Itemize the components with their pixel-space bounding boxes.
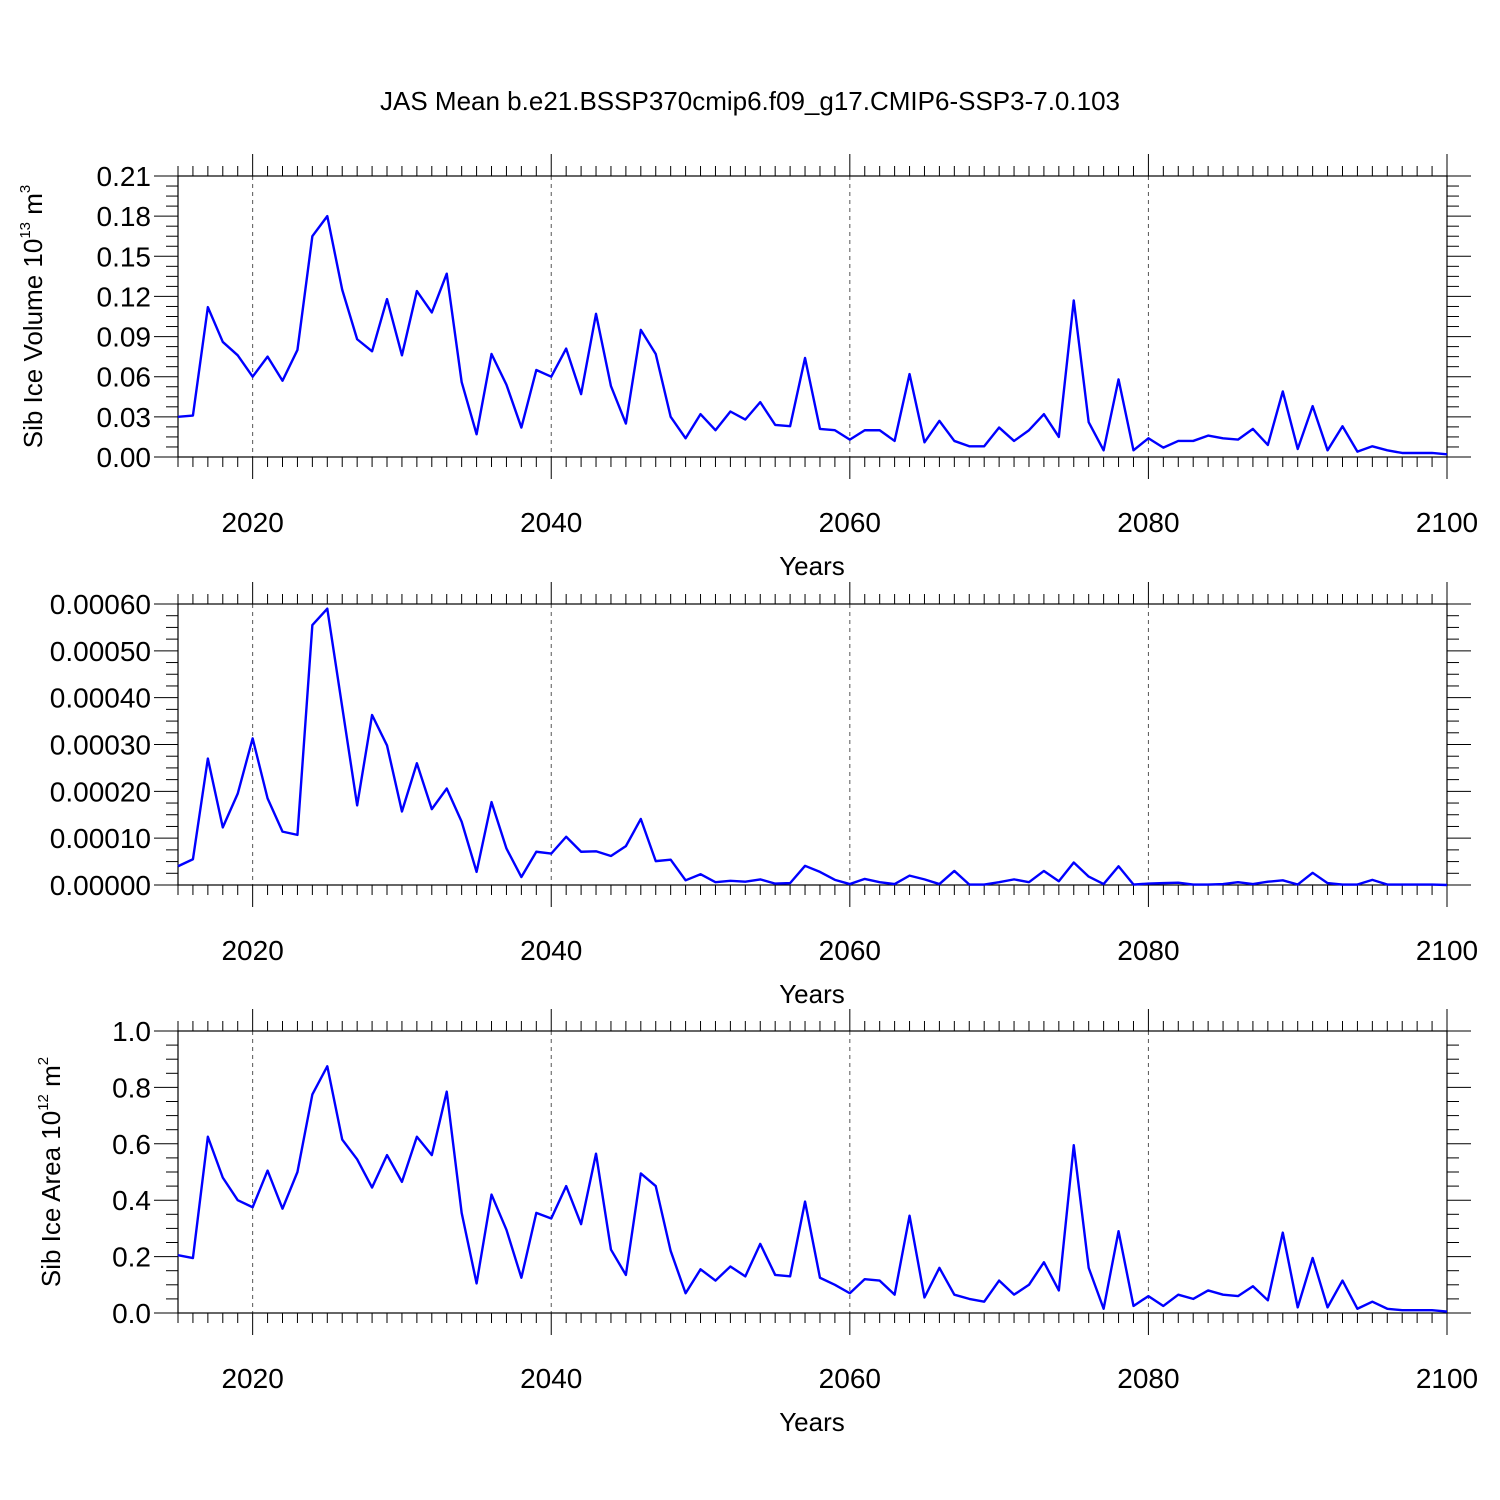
plot-frame: [177, 175, 1448, 458]
y-tick-label: 0.00010: [50, 823, 151, 854]
y-tick-label: 0.2: [112, 1242, 151, 1273]
y-axis-label: Sib Ice Volume 1013 m3: [17, 185, 48, 449]
series-line: [177, 1065, 1448, 1313]
x-tick-label: 2080: [1117, 1363, 1179, 1394]
y-tick-label: 0.0: [112, 1298, 151, 1329]
y-tick-label: 0.00030: [50, 730, 151, 761]
series-line: [177, 607, 1448, 887]
x-tick-label: 2060: [819, 1363, 881, 1394]
series-line: [177, 214, 1448, 456]
y-tick-label: 0.00050: [50, 636, 151, 667]
y-tick-label: 0.00: [97, 442, 152, 473]
y-tick-label: 0.21: [97, 161, 152, 192]
x-tick-label: 2100: [1416, 1363, 1478, 1394]
y-tick-label: 0.18: [97, 201, 152, 232]
y-tick-label: 0.12: [97, 281, 152, 312]
y-tick-label: 0.8: [112, 1072, 151, 1103]
y-tick-label: 0.15: [97, 241, 152, 272]
x-axis-label: Years: [779, 979, 845, 1009]
x-tick-label: 2020: [221, 1363, 283, 1394]
x-tick-label: 2060: [819, 507, 881, 538]
y-tick-label: 0.6: [112, 1129, 151, 1160]
x-tick-label: 2040: [520, 507, 582, 538]
x-tick-label: 2020: [221, 507, 283, 538]
x-tick-label: 2080: [1117, 507, 1179, 538]
chart-title: JAS Mean b.e21.BSSP370cmip6.f09_g17.CMIP…: [380, 86, 1120, 116]
y-axis-label: Sib Ice Area 1012 m2: [35, 1057, 66, 1287]
x-tick-label: 2040: [520, 1363, 582, 1394]
plot-frame: [177, 1030, 1448, 1314]
x-axis-label: Years: [779, 1407, 845, 1437]
x-tick-label: 2040: [520, 935, 582, 966]
x-tick-label: 2020: [221, 935, 283, 966]
panels: 0.00 0.03 0.06 0.09 0.12 0.15 0.18 0.21 2020 2040…: [17, 154, 1478, 1437]
y-tick-label: 0.09: [97, 322, 152, 353]
y-tick-label: 0.00020: [50, 776, 151, 807]
chart-panel-3: 0.0 0.2 0.4 0.6 0.8 1.0 2020 2040 2060 2080 2100 Ye…: [35, 1009, 1478, 1437]
chart-panel-1: 0.00 0.03 0.06 0.09 0.12 0.15 0.18 0.21 2020 2040…: [17, 154, 1478, 581]
x-tick-label: 2080: [1117, 935, 1179, 966]
y-tick-label: 0.00000: [50, 870, 151, 901]
y-tick-label: 0.4: [112, 1185, 151, 1216]
x-tick-label: 2100: [1416, 935, 1478, 966]
chart-panel-2: 0.00000 0.00010 0.00020 0.00030 0.00040 0.000…: [50, 582, 1478, 1009]
y-tick-label: 0.06: [97, 362, 152, 393]
y-tick-label: 0.00060: [50, 589, 151, 620]
x-axis-label: Years: [779, 551, 845, 581]
y-tick-label: 1.0: [112, 1016, 151, 1047]
y-tick-label: 0.03: [97, 402, 152, 433]
y-tick-label: 0.00040: [50, 683, 151, 714]
x-tick-label: 2100: [1416, 507, 1478, 538]
x-tick-label: 2060: [819, 935, 881, 966]
